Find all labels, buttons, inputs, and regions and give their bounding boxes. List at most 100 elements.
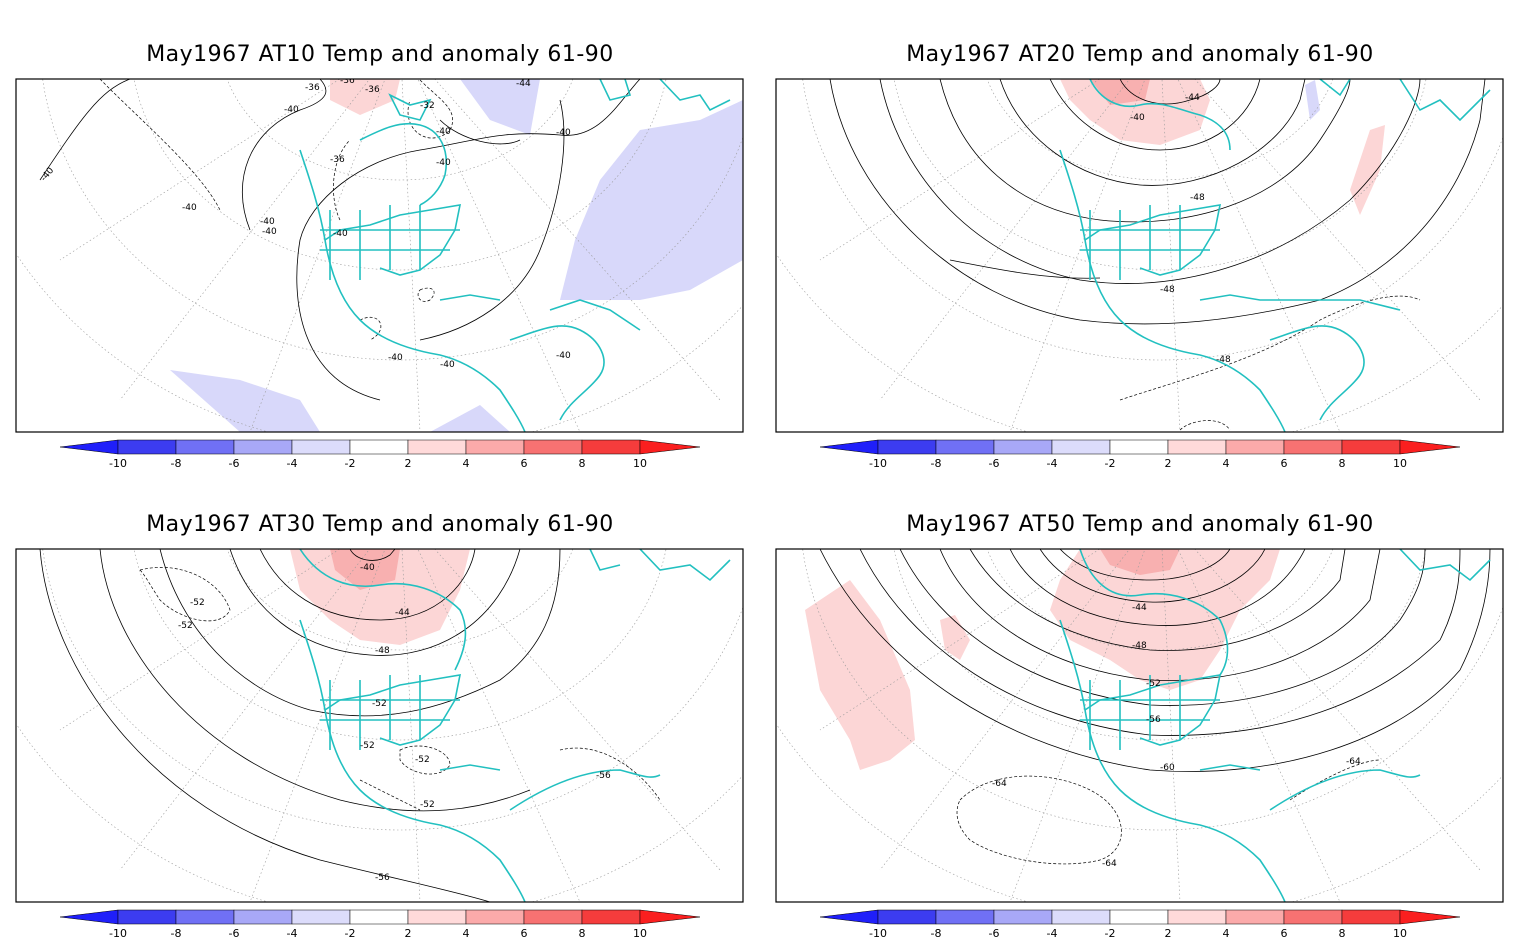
panel-title: May1967 AT10 Temp and anomaly 61-90: [146, 42, 614, 67]
anomaly-positive: [1350, 125, 1385, 215]
contour-label: -52: [178, 621, 193, 631]
contour-label: -40: [360, 563, 375, 573]
contour-label: -40: [333, 229, 348, 239]
contour-label: -36: [340, 76, 355, 86]
colorbar-tick-label: -2: [1105, 927, 1116, 940]
contour-label: -32: [420, 101, 435, 111]
colorbar: -10 -8 -6 -4 -2 2 4 6 8 10: [59, 439, 701, 470]
anomaly-negative: [560, 100, 743, 300]
contour-label: -40: [556, 351, 571, 361]
contour-label: -48: [1216, 355, 1231, 365]
contour-label: -52: [372, 699, 387, 709]
contour-label: -40: [436, 158, 451, 168]
colorbar-tick-label: 10: [633, 457, 647, 470]
contour-label: -40: [262, 227, 277, 237]
colorbar-tick-label: -6: [989, 457, 1000, 470]
colorbar: -10 -8 -6 -4 -2 2 4 6 8 10: [819, 439, 1461, 470]
contour-label: -56: [596, 771, 611, 781]
panel-title: May1967 AT20 Temp and anomaly 61-90: [906, 42, 1374, 67]
contour-label: -40: [436, 127, 451, 137]
colorbar-tick-label: 4: [463, 457, 470, 470]
contour-label: -44: [395, 608, 410, 618]
colorbar-tick-label: 10: [633, 927, 647, 940]
colorbar-tick-label: -2: [1105, 457, 1116, 470]
colorbar-tick-label: -8: [171, 457, 182, 470]
contour-label: -64: [1346, 757, 1361, 767]
anomaly-negative: [1305, 80, 1320, 120]
map-frame: [15, 548, 744, 903]
contour-label: -36: [330, 155, 345, 165]
colorbar: -10 -8 -6 -4 -2 2 4 6 8 10: [59, 909, 701, 940]
panel-title: May1967 AT30 Temp and anomaly 61-90: [146, 512, 614, 537]
contour-label: -64: [1102, 859, 1117, 869]
panel-at20: May1967 AT20 Temp and anomaly 61-90: [760, 0, 1520, 470]
map-at10: -36 -36 -36 -40 -44 -32 -40 -40 -40 -40 …: [15, 76, 744, 470]
colorbar-tick-label: 6: [1281, 927, 1288, 940]
contour-label: -40: [182, 203, 197, 213]
contour-label: -36: [305, 83, 320, 93]
contour-label: -36: [365, 85, 380, 95]
colorbar-tick-label: 8: [579, 927, 586, 940]
colorbar-tick-label: 2: [1165, 927, 1172, 940]
colorbar-tick-label: -10: [869, 457, 887, 470]
colorbar-tick-label: -6: [989, 927, 1000, 940]
contour-label: -52: [360, 741, 375, 751]
contour-label: -56: [375, 873, 390, 883]
colorbar-tick-label: 8: [1339, 457, 1346, 470]
contour-label: -40: [260, 217, 275, 227]
anomaly-positive: [805, 580, 915, 770]
panel-at50: May1967 AT50 Temp and anomaly 61-90: [760, 470, 1520, 940]
panel-at30: May1967 AT30 Temp and anomaly 61-90: [0, 470, 760, 940]
contour-label: -52: [420, 800, 435, 810]
anomaly-negative: [460, 79, 540, 135]
colorbar: -10 -8 -6 -4 -2 2 4 6 8 10: [819, 909, 1461, 940]
contour-label: -60: [1160, 763, 1175, 773]
contour-label: -48: [1132, 641, 1147, 651]
colorbar-tick-label: -10: [869, 927, 887, 940]
colorbar-tick-label: -2: [345, 927, 356, 940]
colorbar-tick-label: 8: [579, 457, 586, 470]
contour-label: -48: [1190, 193, 1205, 203]
contour-label: -56: [1146, 715, 1161, 725]
colorbar-tick-label: -8: [931, 927, 942, 940]
anomaly-positive-strong: [1100, 549, 1180, 575]
anomaly-positive: [290, 549, 470, 645]
colorbar-tick-label: -4: [1047, 927, 1058, 940]
map-frame: [775, 78, 1504, 433]
map-frame: [15, 78, 744, 433]
anomaly-positive: [1060, 79, 1210, 145]
anomaly-negative: [170, 370, 320, 432]
contour-label: -40: [440, 360, 455, 370]
anomaly-positive: [940, 615, 970, 660]
map-frame: [775, 548, 1504, 903]
contour-label: -40: [284, 105, 299, 115]
colorbar-tick-label: 2: [1165, 457, 1172, 470]
contour-label: -40: [1130, 113, 1145, 123]
colorbar-tick-label: 4: [1223, 927, 1230, 940]
anomaly-positive: [1050, 549, 1280, 690]
colorbar-tick-label: -4: [1047, 457, 1058, 470]
colorbar-tick-label: -10: [109, 457, 127, 470]
colorbar-tick-label: 6: [1281, 457, 1288, 470]
contour-label: -44: [1185, 93, 1200, 103]
colorbar-tick-label: -2: [345, 457, 356, 470]
contour-label: -52: [190, 598, 205, 608]
colorbar-tick-label: 4: [1223, 457, 1230, 470]
anomaly-positive-strong: [330, 549, 400, 590]
colorbar-tick-label: -10: [109, 927, 127, 940]
map-at30: -40 -52 -52 -44 -48 -52 -52 -52 -52 -56 …: [15, 548, 744, 940]
anomaly-negative: [430, 405, 510, 432]
contour-label: -40: [39, 166, 56, 184]
map-at50: -44 -48 -52 -56 -60 -64 -64 -64 -10: [775, 548, 1504, 940]
contour-label: -52: [1146, 679, 1161, 689]
colorbar-tick-label: -6: [229, 457, 240, 470]
panel-at10: May1967 AT10 Temp and anomaly 61-90: [0, 0, 760, 470]
colorbar-tick-label: 2: [405, 927, 412, 940]
contour-label: -44: [516, 79, 531, 89]
colorbar-tick-label: 8: [1339, 927, 1346, 940]
colorbar-tick-label: -8: [171, 927, 182, 940]
colorbar-tick-label: -8: [931, 457, 942, 470]
map-at20: -44 -40 -48 -48 -48 -10 -8 -6 -4 -2: [775, 78, 1504, 470]
contour-label: -48: [1160, 285, 1175, 295]
contour-label: -52: [415, 755, 430, 765]
